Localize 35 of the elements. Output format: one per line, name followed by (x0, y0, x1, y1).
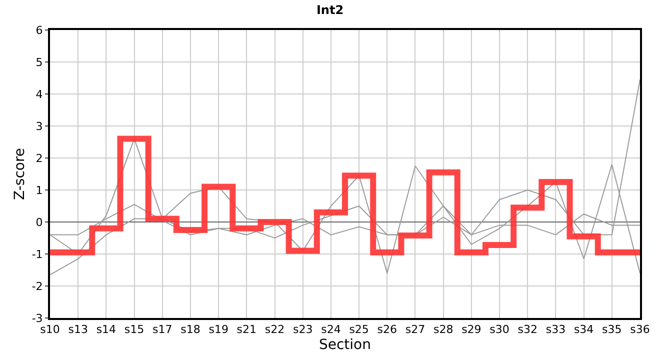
y-tick-label: 1 (36, 184, 43, 197)
x-tick-label: s34 (574, 323, 594, 336)
x-tick-label: s28 (433, 323, 454, 336)
y-tick-label: -3 (32, 312, 43, 325)
y-tick-label: -2 (32, 280, 43, 293)
y-tick-label: -1 (32, 248, 43, 261)
x-tick-label: s25 (349, 323, 369, 336)
x-tick-label: s27 (405, 323, 426, 336)
x-tick-label: s35 (602, 323, 622, 336)
x-tick-label: s22 (264, 323, 285, 336)
x-tick-label: s21 (236, 323, 257, 336)
x-tick-label: s18 (180, 323, 200, 336)
y-tick-label: 6 (36, 24, 43, 37)
x-tick-label: s29 (462, 323, 482, 336)
x-tick-label: s26 (377, 323, 398, 336)
x-tick-label: s13 (68, 323, 88, 336)
x-tick-label: s15 (124, 323, 144, 336)
x-tick-label: s17 (152, 323, 172, 336)
x-axis-title: Section (318, 337, 372, 353)
x-tick-label: s30 (490, 323, 510, 336)
y-tick-label: 5 (36, 56, 43, 69)
y-tick-label: 0 (36, 216, 43, 229)
y-axis-title: Z-score (12, 148, 28, 200)
x-tick-label: s19 (208, 323, 228, 336)
y-tick-label: 3 (36, 120, 43, 133)
chart-title: Int2 (316, 2, 344, 17)
x-tick-label: s23 (292, 323, 313, 336)
x-tick-label: s33 (546, 323, 566, 336)
x-tick-label: s36 (630, 323, 650, 336)
y-tick-label: 2 (36, 152, 43, 165)
x-tick-label: s24 (321, 323, 341, 336)
x-tick-label: s10 (40, 323, 60, 336)
x-tick-label: s14 (96, 323, 116, 336)
x-tick-label: s32 (518, 323, 538, 336)
y-tick-label: 4 (36, 88, 43, 101)
